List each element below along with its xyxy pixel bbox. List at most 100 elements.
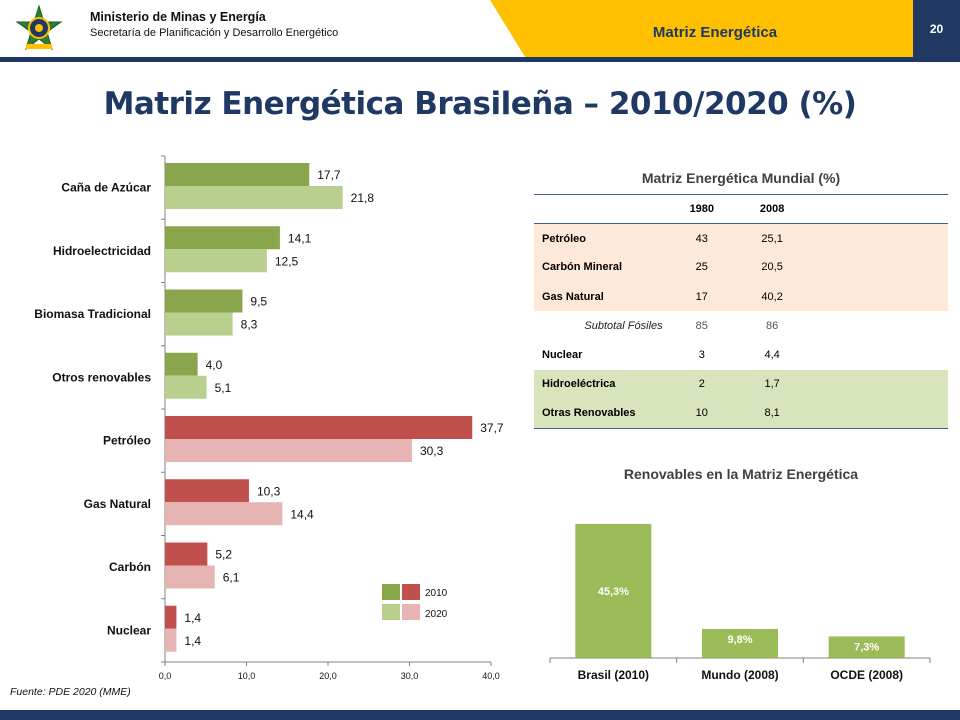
value-label-2010: 17,7 — [317, 168, 341, 182]
category-label: Petróleo — [103, 434, 151, 448]
row-value-2008: 40,2 — [761, 290, 783, 303]
value-label-2020: 1,4 — [184, 634, 201, 648]
renewables-chart-title: Renovables en la Matriz Energética — [623, 466, 859, 482]
value-label-2020: 21,8 — [351, 191, 375, 205]
renewables-value-label: 7,3% — [854, 641, 879, 653]
value-label-2010: 1,4 — [184, 611, 201, 625]
table-header-blank — [534, 194, 667, 225]
header-banner — [440, 0, 960, 57]
value-label-2010: 37,7 — [480, 421, 504, 435]
row-value-1980: 25 — [695, 261, 708, 274]
source-note: Fuente: PDE 2020 (MME) — [10, 686, 131, 698]
row-value-1980: 3 — [698, 349, 705, 362]
coat-of-arms-logo — [15, 4, 63, 51]
value-label-2010: 10,3 — [257, 484, 281, 498]
renewables-bars: 45,3% Brasil (2010) 9,8% Mundo (2008) 7,3% OC… — [549, 523, 931, 682]
bar-2010 — [165, 605, 177, 629]
value-label-2010: 9,5 — [250, 295, 267, 309]
renewables-bar-chart: 45,3% Brasil (2010) 9,8% Mundo (2008) 7,3% OC… — [549, 523, 931, 682]
footer-bar — [0, 710, 960, 720]
bar-2020 — [165, 186, 343, 209]
table-row: Carbón Mineral 25 20,5 — [534, 252, 948, 283]
bar-2020 — [165, 502, 283, 526]
value-label-2020: 5,1 — [215, 381, 232, 395]
legend-label-2020: 2020 — [425, 609, 448, 620]
bar-2010 — [165, 352, 198, 376]
category-label: Gas Natural — [84, 497, 151, 511]
row-value-2008: 1,7 — [764, 378, 780, 391]
row-name: Carbón Mineral — [542, 261, 623, 274]
secretary-name: Secretaría de Planificación y Desarrollo… — [90, 27, 339, 39]
value-label-2010: 4,0 — [206, 358, 223, 372]
bar-2020 — [165, 565, 215, 589]
x-tick-label: 10,0 — [238, 671, 256, 680]
header-divider — [0, 57, 960, 62]
renewables-value-label: 9,8% — [727, 634, 752, 646]
table-header-1980: 1980 — [666, 194, 737, 225]
bar-2010 — [165, 163, 310, 186]
table-header-2008: 2008 — [736, 194, 808, 225]
legend-swatch-renewable-2020 — [382, 604, 400, 620]
row-name: Gas Natural — [542, 290, 604, 303]
x-tick-label: 40,0 — [482, 671, 500, 680]
row-value-2008: 25,1 — [761, 232, 783, 245]
table-row: Petróleo 43 25,1 — [534, 223, 948, 253]
header: Ministerio de Minas y Energía Secretaría… — [0, 0, 960, 62]
chart-legend: 2010 2020 — [382, 584, 448, 620]
legend-label-2010: 2010 — [425, 588, 448, 599]
row-name: Subtotal Fósiles — [584, 319, 663, 332]
renewables-category-label: OCDE (2008) — [830, 668, 903, 682]
table-row-subtotal: Subtotal Fósiles 85 86 — [534, 311, 948, 341]
chart-bars — [165, 163, 473, 652]
category-label: Nuclear — [107, 623, 151, 637]
table-row: Hidroeléctrica 2 1,7 — [534, 369, 948, 399]
x-tick-label: 20,0 — [319, 671, 337, 680]
renewables-category-label: Mundo (2008) — [701, 668, 778, 682]
bar-2020 — [165, 312, 233, 336]
renewables-bar — [575, 523, 652, 658]
row-name: Petróleo — [542, 232, 587, 245]
ministry-name: Ministerio de Minas y Energía — [90, 10, 266, 24]
row-value-2008: 8,1 — [764, 407, 780, 420]
legend-swatch-renewable-2010 — [382, 584, 400, 600]
row-value-1980: 2 — [698, 378, 705, 391]
x-tick-label: 30,0 — [401, 671, 419, 680]
bar-2020 — [165, 249, 267, 273]
value-label-2020: 30,3 — [420, 444, 444, 458]
legend-swatch-nonrenewable-2020 — [402, 604, 420, 620]
renewables-bar — [828, 636, 905, 658]
row-value-1980: 85 — [695, 319, 708, 332]
row-value-1980: 17 — [695, 290, 708, 303]
legend-swatch-nonrenewable-2010 — [402, 584, 420, 600]
category-label: Hidroelectricidad — [53, 244, 151, 258]
row-value-1980: 10 — [695, 407, 708, 420]
world-matrix-title: Matriz Energética Mundial (%) — [641, 170, 841, 186]
row-name: Hidroeléctrica — [542, 378, 616, 391]
x-tick-label: 0,0 — [159, 671, 172, 680]
bar-2010 — [165, 479, 249, 503]
page-number: 20 — [929, 22, 944, 36]
row-value-1980: 43 — [695, 232, 708, 245]
bar-2020 — [165, 439, 412, 462]
value-label-2020: 6,1 — [223, 571, 240, 585]
bar-2010 — [165, 416, 473, 439]
category-label: Carbón — [109, 560, 151, 574]
table-row: Nuclear 3 4,4 — [534, 340, 948, 370]
table-header-spacer — [807, 194, 948, 225]
bar-2010 — [165, 542, 208, 566]
value-label-2010: 14,1 — [288, 231, 312, 245]
category-label: Caña de Azúcar — [61, 181, 151, 195]
row-name: Nuclear — [542, 349, 583, 362]
renewables-category-label: Brasil (2010) — [578, 668, 649, 682]
category-label: Otros renovables — [52, 370, 151, 384]
row-value-2008: 86 — [766, 319, 779, 332]
category-label: Biomasa Tradicional — [34, 307, 151, 321]
table-header-row: 1980 2008 — [534, 194, 948, 225]
value-label-2020: 12,5 — [275, 254, 299, 268]
bar-2010 — [165, 289, 243, 313]
energy-matrix-bar-chart: 0,0 10,0 20,0 30,0 40,0 Caña de Azúcar 17,7 21… — [34, 155, 504, 680]
renewables-value-label: 45,3% — [598, 586, 629, 598]
row-name: Otras Renovables — [542, 407, 636, 420]
bar-2020 — [165, 375, 207, 399]
bar-2020 — [165, 628, 177, 652]
